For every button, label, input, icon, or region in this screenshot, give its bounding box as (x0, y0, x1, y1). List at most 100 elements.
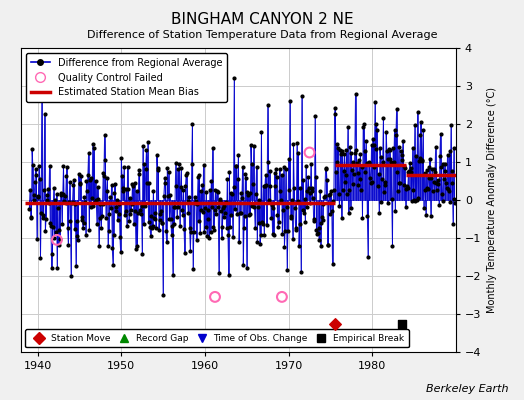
Point (223, 176, 232, 182)
Point (350, 170, 358, 177)
Point (407, 165, 416, 172)
Point (285, 187, 293, 193)
Point (433, 180, 442, 187)
Point (205, 234, 213, 241)
Point (69, 182, 78, 188)
Point (84, 172, 92, 178)
Point (442, 179, 450, 186)
Point (378, 158, 387, 165)
Point (234, 152, 243, 158)
Point (224, 271, 233, 278)
Point (217, 208, 225, 214)
Point (141, 203, 149, 209)
Point (439, 161, 447, 168)
Point (376, 145, 384, 151)
Point (80, 194, 89, 200)
Point (411, 122, 419, 128)
Point (235, 238, 243, 245)
Point (398, 157, 407, 163)
Point (114, 211, 123, 218)
Point (36, 255, 45, 261)
Point (93, 220, 101, 227)
Point (364, 254, 372, 260)
Point (371, 99, 379, 105)
Point (167, 232, 176, 238)
Point (186, 248, 194, 254)
Point (71, 200, 80, 207)
Point (450, 145, 458, 152)
Point (403, 185, 412, 192)
Point (252, 191, 260, 197)
Point (291, 205, 299, 212)
Point (315, 237, 323, 244)
Point (314, 230, 322, 236)
Point (378, 176, 386, 182)
Point (372, 121, 380, 128)
Point (77, 172, 85, 179)
Point (401, 165, 409, 171)
Point (172, 183, 181, 190)
Point (38, 212, 47, 218)
Point (359, 120, 368, 127)
Point (443, 184, 451, 191)
Point (103, 174, 112, 181)
Point (308, 184, 316, 191)
Point (164, 193, 172, 199)
Point (149, 188, 158, 194)
Point (450, 196, 458, 202)
Point (346, 144, 354, 150)
Point (365, 160, 373, 166)
Point (92, 197, 101, 203)
Point (220, 203, 228, 209)
Point (356, 151, 365, 157)
Point (308, 187, 316, 194)
Point (255, 220, 263, 226)
Point (271, 182, 279, 189)
Point (185, 194, 193, 200)
Point (72, 218, 81, 224)
Point (44, 186, 52, 192)
Point (349, 159, 357, 165)
Point (134, 210, 142, 216)
Point (232, 163, 241, 169)
Point (351, 90, 359, 97)
Point (99, 201, 107, 207)
Point (88, 195, 96, 201)
Point (176, 223, 184, 230)
Point (118, 187, 127, 194)
Point (276, 187, 285, 194)
Point (340, 168, 348, 174)
Point (334, 145, 342, 151)
Point (396, 180, 405, 186)
Point (67, 273, 75, 279)
Point (116, 233, 124, 240)
Point (331, 320, 339, 327)
Point (42, 196, 51, 203)
Point (266, 168, 274, 174)
Point (175, 161, 183, 167)
Point (72, 263, 80, 269)
Point (422, 212, 430, 218)
Point (94, 196, 103, 202)
Point (173, 166, 182, 172)
Point (82, 178, 91, 184)
Point (270, 170, 279, 176)
Point (107, 182, 116, 188)
Point (245, 190, 254, 196)
Point (84, 150, 93, 156)
Point (217, 235, 226, 242)
Point (40, 111, 49, 117)
Point (158, 220, 167, 226)
Point (343, 191, 351, 197)
Point (62, 172, 70, 179)
Point (198, 206, 206, 213)
Point (40, 187, 48, 193)
Point (211, 294, 219, 300)
Point (118, 173, 126, 179)
Point (436, 130, 445, 137)
Point (171, 160, 180, 166)
Point (143, 180, 151, 186)
Point (212, 211, 220, 217)
Point (428, 166, 436, 172)
Point (38, 71, 46, 78)
